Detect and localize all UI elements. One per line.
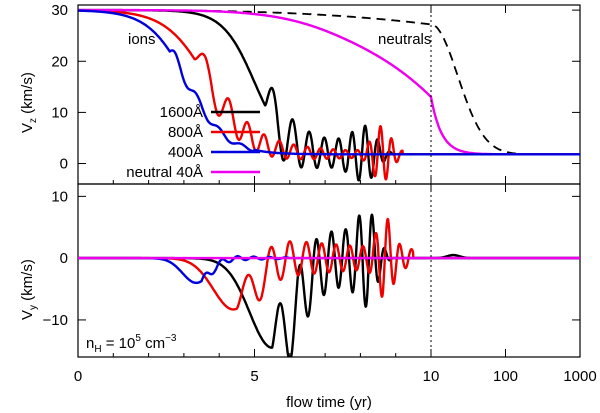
legend: 1600Å 800Å 400Å neutral 40Å xyxy=(126,104,260,181)
top-panel: 0 10 20 30 Vz (km/s) ions neutrals 1600Å 80… xyxy=(19,2,581,185)
series-line-ion400z xyxy=(78,9,580,156)
series-line-neu40z xyxy=(78,8,580,156)
y-tick-label: 10 xyxy=(51,188,68,205)
annotation-ions: ions xyxy=(128,31,156,48)
x-axis-title: flow time (yr) xyxy=(286,394,372,411)
x-tick-label: 0 xyxy=(74,368,82,385)
x-tick-label: 10 xyxy=(423,368,440,385)
top-y-label: Vz (km/s) xyxy=(19,72,39,133)
annotation-neutrals: neutrals xyxy=(378,31,431,48)
top-series-group xyxy=(78,8,580,182)
x-tick-label: 5 xyxy=(250,368,258,385)
bottom-series-group xyxy=(78,213,580,357)
density-annotation: nH = 105 cm−3 xyxy=(86,333,177,355)
y-tick-label: 0 xyxy=(60,156,68,173)
bottom-y-ticks: −10 0 10 xyxy=(43,188,580,329)
x-tick-label: 100 xyxy=(493,368,518,385)
y-tick-label: 0 xyxy=(60,250,68,267)
bottom-panel: −10 0 10 Vy (km/s) nH = 105 cm−3 xyxy=(19,183,581,358)
bottom-y-label: Vy (km/s) xyxy=(19,259,39,320)
bottom-plot-frame xyxy=(77,183,581,358)
y-tick-label: 30 xyxy=(51,2,68,19)
legend-label-neutral40: neutral 40Å xyxy=(126,164,203,181)
y-tick-label: −10 xyxy=(43,312,68,329)
x-axis: 0 5 10 100 1000 xyxy=(74,5,597,385)
legend-label-1600: 1600Å xyxy=(160,104,203,121)
legend-label-800: 800Å xyxy=(168,124,203,141)
legend-label-400: 400Å xyxy=(168,144,203,161)
y-tick-label: 20 xyxy=(51,53,68,70)
series-line-ion800y xyxy=(78,217,580,311)
y-tick-label: 10 xyxy=(51,104,68,121)
series-line-neu1600z xyxy=(78,9,580,156)
x-tick-label: 1000 xyxy=(563,368,596,385)
